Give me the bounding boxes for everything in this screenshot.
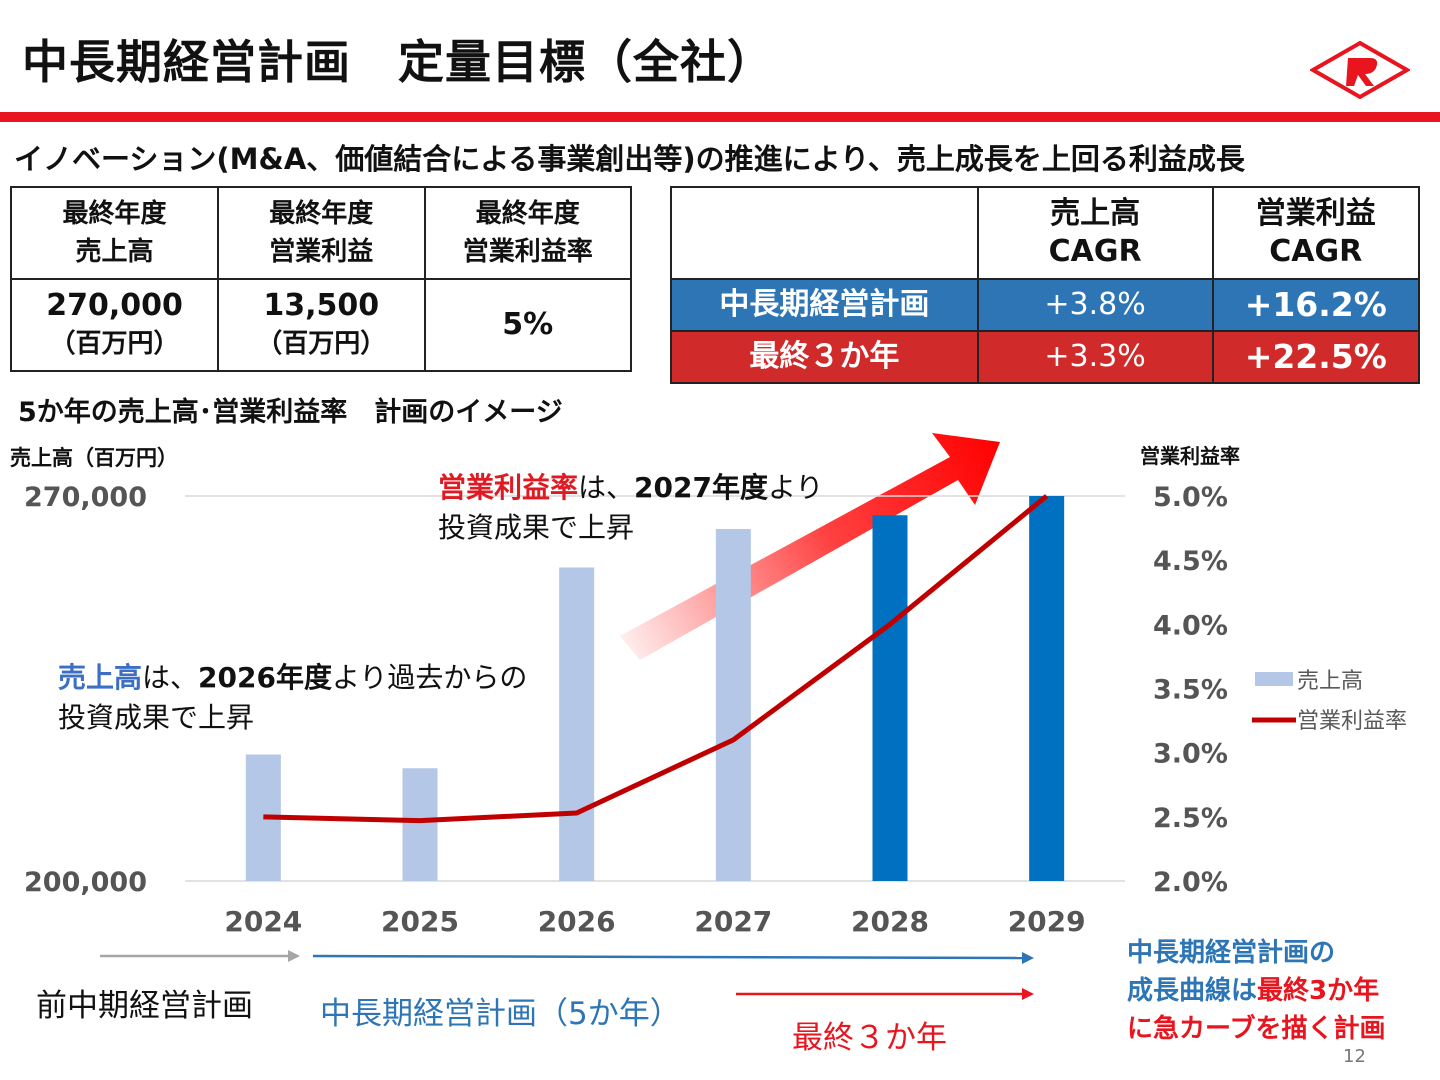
target-table: 最終年度 売上高 最終年度 営業利益 最終年度 営業利益率 270,000 （百万円） …	[9, 186, 633, 372]
growth-arrow	[620, 433, 1000, 660]
left-tick-label: 270,000	[24, 482, 147, 513]
prev-plan-arrowhead	[288, 950, 300, 962]
right-axis-title: 営業利益率	[1140, 444, 1240, 468]
row-label: 最終３か年	[670, 330, 979, 384]
plan-label: 中長期経営計画（5か年）	[320, 996, 681, 1032]
sales-annotation: 売上高は、2026年度より過去からの 投資成果で上昇	[58, 661, 528, 734]
row-label: 中長期経営計画	[670, 278, 979, 332]
right-tick-label: 2.0%	[1153, 867, 1228, 898]
left-tick-label: 200,000	[24, 867, 147, 898]
header-final-profit: 最終年度 営業利益	[217, 186, 426, 280]
right-tick-label: 3.5%	[1153, 675, 1228, 706]
cagr-table: 売上高 CAGR 営業利益 CAGR 中長期経営計画 +3.8% +16.2% 最終…	[670, 186, 1421, 384]
x-tick-label: 2028	[851, 905, 929, 938]
plan-arrowhead	[1022, 952, 1034, 964]
cagr-corner	[670, 186, 979, 280]
conclusion-note: 中長期経営計画の 成長曲線は最終3か年 に急カーブを描く計画	[1127, 938, 1386, 1044]
sales-cagr-value: +3.8%	[976, 278, 1214, 332]
prev-plan-label: 前中期経営計画	[36, 988, 253, 1024]
profit-cagr-value: +16.2%	[1211, 278, 1421, 332]
header-profit-cagr: 営業利益 CAGR	[1211, 186, 1421, 280]
header-final-margin: 最終年度 営業利益率	[423, 186, 633, 280]
sales-bar-2025	[402, 768, 438, 881]
final-arrowhead	[1022, 988, 1034, 1000]
page-number: 12	[1343, 1046, 1366, 1067]
header-final-sales: 最終年度 売上高	[9, 186, 220, 280]
final-period-label: 最終３か年	[792, 1020, 947, 1056]
profit-cagr-value: +22.5%	[1211, 330, 1421, 384]
profit-annotation: 営業利益率は、2027年度より 投資成果で上昇	[438, 471, 824, 544]
margin-line	[263, 494, 1049, 824]
right-tick-label: 3.0%	[1153, 739, 1228, 770]
sales-bar-2027	[715, 529, 751, 881]
x-tick-label: 2027	[694, 905, 772, 938]
value-final-profit: 13,500 （百万円）	[217, 278, 426, 372]
sales-bar-2028	[872, 515, 908, 881]
legend-margin-label: 営業利益率	[1297, 709, 1407, 734]
x-tick-label: 2026	[538, 905, 616, 938]
x-tick-label: 2024	[224, 905, 302, 938]
x-tick-label: 2029	[1008, 905, 1086, 938]
x-tick-label: 2025	[381, 905, 459, 938]
sales-bar-2026	[559, 567, 595, 881]
cagr-row-plan: 中長期経営計画 +3.8% +16.2%	[670, 278, 1421, 332]
header-divider	[0, 112, 1440, 122]
plan-arrow	[312, 954, 1023, 960]
value-final-sales: 270,000 （百万円）	[9, 278, 220, 372]
sales-cagr-value: +3.3%	[976, 330, 1214, 384]
page-title: 中長期経営計画 定量目標（全社）	[22, 35, 774, 89]
page-subtitle: イノベーション(M&A、価値結合による事業創出等)の推進により、売上成長を上回る…	[14, 142, 1245, 176]
company-logo	[1310, 40, 1410, 100]
right-tick-label: 4.5%	[1153, 546, 1228, 577]
value-final-margin: 5%	[423, 278, 633, 372]
left-axis-title: 売上高（百万円）	[10, 446, 178, 470]
header-sales-cagr: 売上高 CAGR	[976, 186, 1214, 280]
right-tick-label: 5.0%	[1153, 482, 1228, 513]
right-tick-label: 2.5%	[1153, 803, 1228, 834]
right-tick-label: 4.0%	[1153, 610, 1228, 641]
cagr-row-final: 最終３か年 +3.3% +22.5%	[670, 330, 1421, 384]
section-title: 5か年の売上高･営業利益率 計画のイメージ	[18, 397, 563, 428]
legend-sales-swatch	[1255, 672, 1293, 686]
sales-bar-2029	[1029, 496, 1065, 881]
legend-sales-label: 売上高	[1297, 669, 1363, 694]
